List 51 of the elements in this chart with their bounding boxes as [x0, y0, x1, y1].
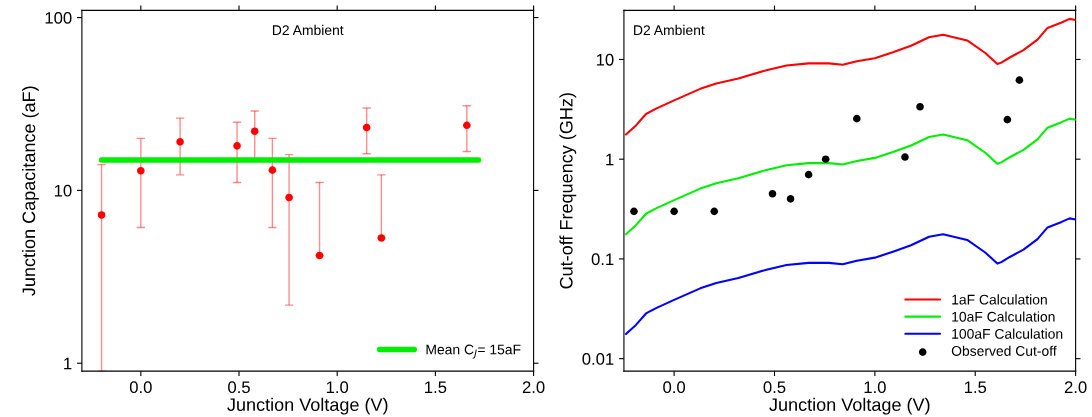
point — [853, 114, 861, 123]
line-series — [624, 17, 1076, 136]
x-axis-title: Junction Voltage (V) — [769, 397, 930, 415]
point — [362, 123, 371, 132]
point — [916, 103, 924, 111]
point — [710, 207, 719, 216]
legend-label: Mean C$_{J}$= 15aF — [426, 344, 521, 359]
x-tick-label: 0.0 — [663, 381, 686, 394]
legend-label: 10aF Calculation — [952, 311, 1055, 322]
x-tick-label: 2.0 — [1064, 381, 1087, 394]
point — [463, 121, 471, 130]
point — [630, 207, 638, 216]
y-axis-title: Junction Capacitance (aF) — [21, 86, 39, 296]
x-tick-label: 0.5 — [228, 381, 250, 394]
x-tick-label: 1.5 — [425, 381, 447, 394]
y-tick-label: 10 — [54, 184, 72, 197]
legend-label: 1aF Calculation — [952, 294, 1047, 305]
x-tick-label: 1.0 — [864, 381, 886, 394]
legend-label: Observed Cut-off — [951, 345, 1057, 356]
y-tick-label: 0.01 — [582, 353, 614, 365]
point — [1003, 115, 1012, 124]
point — [786, 195, 795, 203]
point — [176, 138, 184, 146]
y-tick-label: 100 — [45, 11, 72, 24]
point — [97, 211, 106, 219]
y-tick-label: 10 — [596, 53, 614, 66]
x-tick-label: 2.0 — [522, 381, 545, 394]
point — [804, 170, 813, 179]
point — [268, 166, 277, 174]
point — [1015, 76, 1024, 84]
x-tick-label: 1.5 — [964, 381, 987, 394]
point — [233, 142, 241, 150]
x-tick-label: 0.5 — [763, 381, 786, 394]
y-tick-label: 0.1 — [591, 253, 614, 266]
x-tick-label: 0.0 — [129, 381, 152, 394]
x-tick-label: 1.0 — [326, 381, 349, 394]
y-tick-label: 1 — [606, 153, 614, 166]
point — [670, 207, 678, 216]
point — [768, 189, 777, 198]
point — [821, 155, 830, 163]
annotation: D2 Ambient — [634, 24, 705, 36]
point — [285, 193, 293, 202]
x-axis-title: Junction Voltage (V) — [227, 397, 388, 415]
annotation: D2 Ambient — [272, 24, 344, 36]
point — [901, 153, 909, 161]
line-series — [624, 117, 1076, 236]
y-tick-label: 1 — [64, 357, 72, 370]
point — [250, 127, 259, 136]
y-axis-title: Cut-off Frequency (GHz) — [559, 93, 577, 289]
legend-label: 100aF Calculation — [952, 328, 1063, 339]
point — [137, 166, 145, 175]
